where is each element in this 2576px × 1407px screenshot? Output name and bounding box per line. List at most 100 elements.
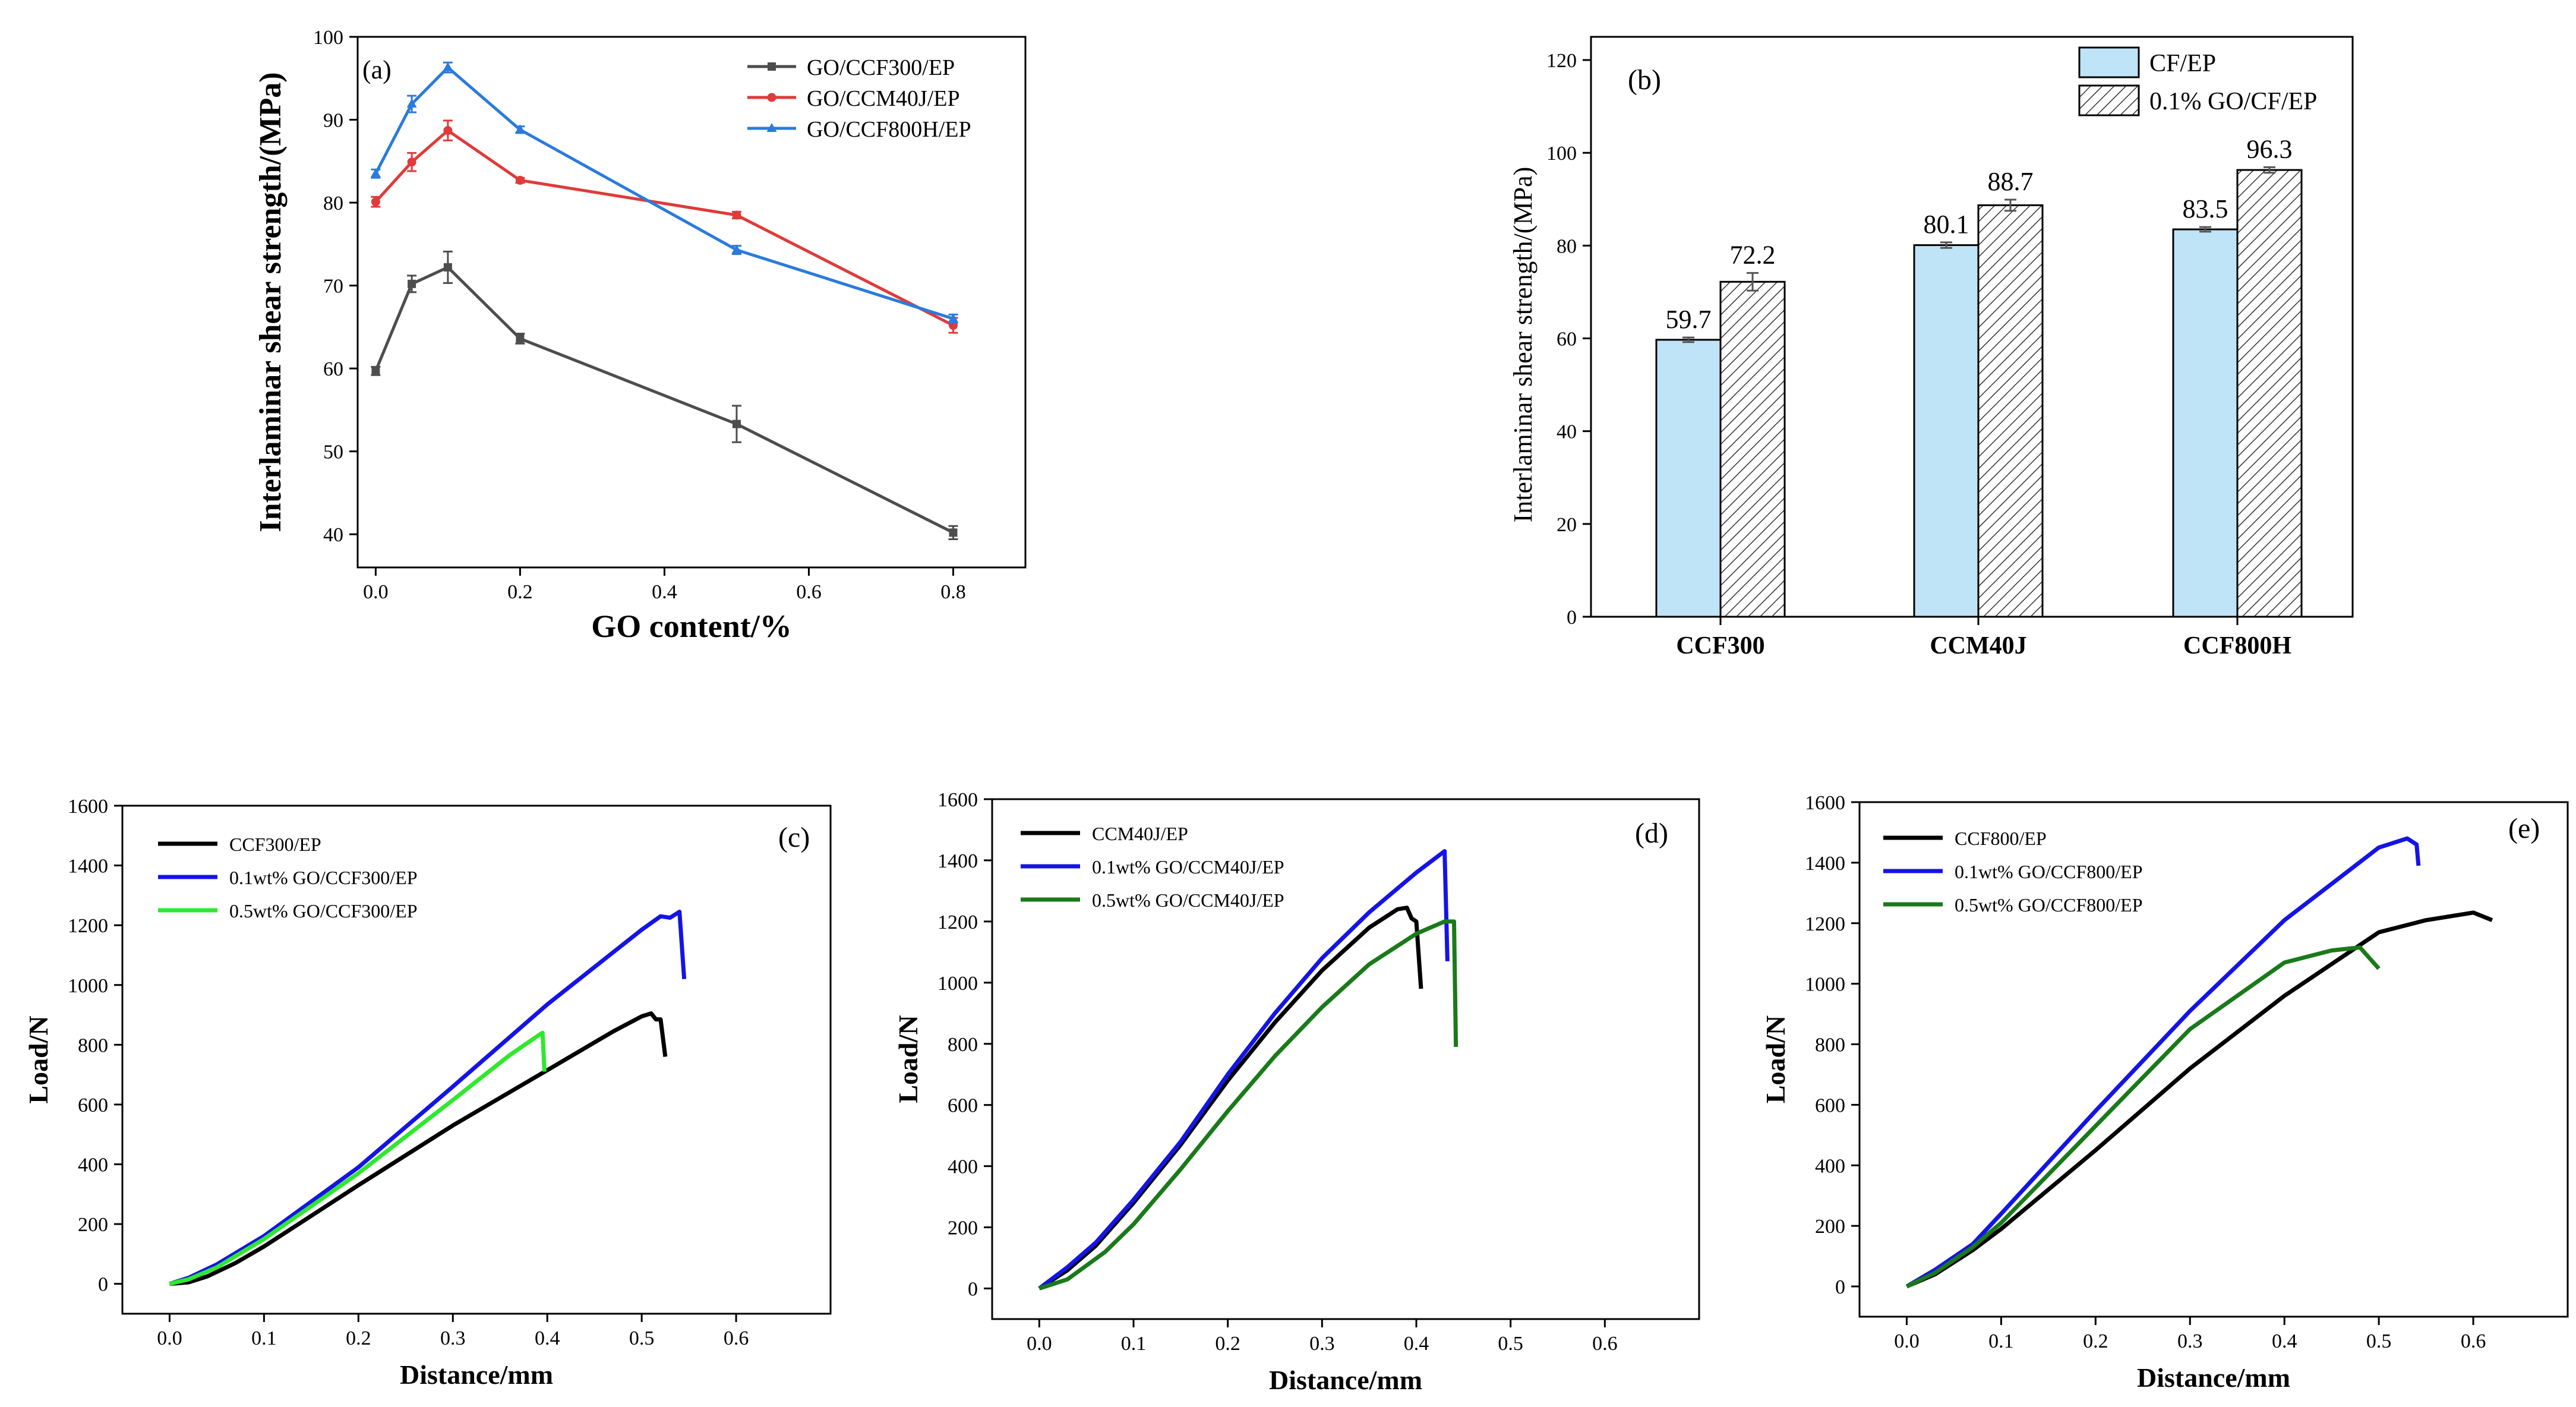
y-tick-label: 20	[1557, 514, 1577, 536]
y-tick-label: 0	[1835, 1276, 1845, 1298]
data-point	[515, 175, 525, 185]
y-tick-label: 0	[98, 1274, 108, 1296]
x-tick-label: 0.2	[1215, 1333, 1240, 1355]
legend-marker	[768, 62, 776, 71]
y-tick-label: 600	[78, 1094, 108, 1116]
y-tick-label: 800	[78, 1034, 108, 1056]
series-line-2	[374, 65, 954, 320]
x-category-label: CCF800H	[2183, 632, 2291, 660]
y-tick-label: 80	[323, 193, 343, 214]
panel-label-a: (a)	[362, 55, 392, 84]
bar	[1913, 244, 1980, 618]
x-tick-label: 0.0	[363, 581, 389, 603]
legend-marker	[767, 93, 776, 102]
plot-frame-d	[991, 798, 1700, 1320]
y-tick-label: 0	[968, 1279, 978, 1301]
x-tick-label: 0.6	[724, 1327, 749, 1349]
y-tick-label: 40	[1557, 421, 1577, 443]
legend-entry: CCM40J/EP	[1092, 823, 1188, 844]
y-tick-label: 1400	[1805, 853, 1845, 875]
y-tick-label: 200	[78, 1214, 108, 1236]
bar	[2172, 228, 2239, 618]
x-axis-label: GO content/%	[591, 608, 791, 644]
y-axis-label: Interlaminar shear strength/(MPa)	[254, 72, 288, 532]
legend-entry: GO/CCF800H/EP	[807, 117, 971, 142]
series-line-2	[1038, 919, 1459, 1291]
x-tick-label: 0.5	[2366, 1330, 2392, 1352]
x-tick-label: 0.4	[535, 1327, 560, 1349]
series-line-0	[374, 265, 954, 534]
data-point	[443, 126, 453, 135]
y-tick-label: 1200	[68, 915, 108, 937]
legend-entry: GO/CCM40J/EP	[807, 86, 960, 111]
series-line-1	[1038, 849, 1450, 1291]
legend-entry: 0.1wt% GO/CCF300/EP	[229, 867, 417, 888]
y-tick-label: 1400	[68, 856, 108, 878]
bar	[1977, 204, 2044, 618]
x-category-label: CCF300	[1676, 632, 1764, 660]
data-point	[516, 334, 525, 343]
x-tick-label: 0.8	[940, 581, 966, 603]
legend-entry: 0.5wt% GO/CCF800/EP	[1955, 894, 2142, 916]
panel-label-d: (d)	[1635, 818, 1668, 849]
bar	[1719, 280, 1786, 618]
legend-swatch	[2078, 84, 2140, 116]
y-tick-label: 200	[948, 1217, 978, 1239]
y-tick-label: 1600	[1805, 792, 1845, 814]
x-category-label: CCM40J	[1930, 632, 2026, 660]
x-tick-label: 0.4	[1404, 1333, 1429, 1355]
legend-entry: 0.5wt% GO/CCM40J/EP	[1092, 889, 1284, 911]
y-tick-label: 100	[313, 27, 343, 49]
y-tick-label: 1200	[937, 911, 978, 933]
data-point	[370, 168, 381, 178]
series-line-1	[1905, 836, 2421, 1289]
y-tick-label: 400	[948, 1156, 978, 1178]
legend-entry: 0.1% GO/CF/EP	[2149, 88, 2317, 115]
y-tick-label: 100	[1546, 143, 1577, 165]
panel-d-load-distance-chart: 0 200 400 600 800 1000 1200 1400 1600 0.0 0.1 0.2 0.…	[893, 789, 1700, 1395]
y-tick-label: 800	[1815, 1034, 1845, 1056]
y-tick-label: 60	[1557, 329, 1577, 351]
y-tick-label: 50	[323, 441, 343, 463]
y-tick-label: 40	[323, 524, 343, 546]
y-tick-label: 400	[78, 1154, 108, 1176]
legend-entry: 0.1wt% GO/CCF800/EP	[1955, 861, 2142, 882]
legend-entry: 0.1wt% GO/CCM40J/EP	[1092, 856, 1284, 878]
legend-marker	[766, 123, 777, 132]
x-axis-label: Distance/mm	[400, 1359, 553, 1390]
legend-entry: CCF300/EP	[229, 834, 321, 855]
x-tick-label: 0.5	[629, 1327, 655, 1349]
x-tick-label: 0.1	[251, 1327, 277, 1349]
x-tick-label: 0.0	[157, 1327, 182, 1349]
data-point	[371, 197, 380, 207]
plot-frame-a	[356, 36, 1027, 569]
y-tick-label: 600	[948, 1095, 978, 1117]
y-tick-label: 1600	[937, 789, 978, 811]
y-tick-label: 400	[1815, 1155, 1845, 1177]
legend-entry: 0.5wt% GO/CCF300/EP	[229, 900, 417, 922]
bar	[2236, 169, 2303, 618]
data-point	[443, 263, 452, 272]
data-point	[371, 367, 380, 376]
legend-entry: CCF800/EP	[1955, 828, 2047, 849]
x-tick-label: 0.6	[796, 581, 822, 603]
y-tick-label: 1000	[937, 973, 978, 995]
series-line-2	[1905, 945, 2381, 1289]
y-tick-label: 200	[1815, 1216, 1845, 1238]
x-tick-label: 0.4	[2272, 1330, 2297, 1352]
y-tick-label: 1600	[68, 796, 108, 818]
panel-label-e: (e)	[2508, 813, 2540, 844]
data-point	[443, 62, 453, 71]
y-axis-label: Load/N	[1760, 1015, 1791, 1103]
bar-value-label: 59.7	[1666, 305, 1712, 334]
y-tick-label: 120	[1546, 50, 1577, 72]
data-point	[406, 99, 417, 108]
y-tick-label: 1000	[68, 975, 108, 997]
data-point	[408, 279, 416, 288]
plot-frame-e	[1858, 801, 2569, 1318]
bar-value-label: 80.1	[1924, 210, 1969, 239]
panel-e-load-distance-chart: 0 200 400 600 800 1000 1200 1400 1600 0.0 0.1 0.2 0.…	[1760, 792, 2569, 1393]
x-tick-label: 0.2	[507, 581, 533, 603]
panel-label-b: (b)	[1628, 64, 1661, 96]
x-tick-label: 0.1	[1121, 1333, 1147, 1355]
